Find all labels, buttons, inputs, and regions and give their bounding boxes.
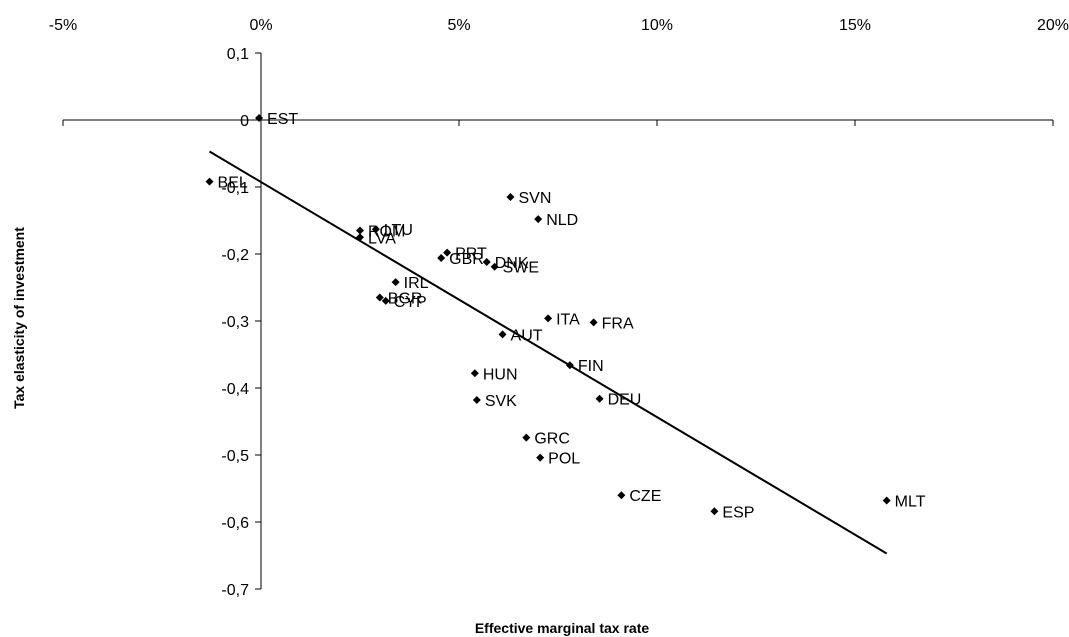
point-label-dnk: DNK — [495, 255, 529, 272]
y-tick-label: -0,1 — [221, 180, 249, 197]
data-point-fra — [589, 318, 598, 327]
data-point-svk — [472, 396, 481, 405]
data-point-bel — [205, 177, 214, 186]
point-label-deu: DEU — [608, 392, 642, 409]
trendline — [209, 150, 888, 555]
point-label-irl: IRL — [404, 275, 429, 292]
data-point-bgr — [375, 293, 384, 302]
y-axis-title: Tax elasticity of investment — [11, 227, 27, 409]
point-label-grc: GRC — [534, 431, 570, 448]
y-tick-label: -0,4 — [221, 381, 249, 398]
data-point-swe — [490, 262, 499, 271]
y-tick-labels: 0,1 0 -0,1 -0,2 -0,3 -0,4 -0,5 -0,6 -0,7 — [221, 46, 249, 599]
point-label-ltu: LTU — [384, 222, 413, 239]
x-tick-label: 5% — [447, 17, 470, 34]
data-point-irl — [391, 278, 400, 287]
y-tick-label: 0,1 — [227, 46, 249, 63]
x-tick-label: 10% — [641, 17, 673, 34]
data-point-cyp — [381, 296, 390, 305]
data-point-gbr — [437, 254, 446, 263]
data-point-cze — [617, 491, 626, 500]
data-point-hun — [470, 369, 479, 378]
data-point-mlt — [882, 496, 891, 505]
y-tick-label: -0,5 — [221, 448, 249, 465]
data-point-est — [255, 113, 264, 122]
point-label-fra: FRA — [602, 315, 634, 332]
point-label-bgr: BGR — [388, 291, 423, 308]
point-label-lva: LVA — [368, 230, 396, 247]
data-point-ita — [544, 314, 553, 323]
point-label-mlt: MLT — [895, 494, 926, 511]
y-tick-label: -0,7 — [221, 582, 249, 599]
point-label-nld: NLD — [546, 212, 578, 229]
data-point-lva — [356, 233, 364, 242]
y-tick-label: -0,6 — [221, 515, 249, 532]
point-label-bel: BEL — [218, 175, 248, 192]
x-tick-label: 20% — [1037, 17, 1069, 34]
point-label-pol: POL — [548, 451, 580, 468]
data-point-nld — [534, 215, 543, 224]
point-label-est: EST — [267, 111, 298, 128]
point-label-ita: ITA — [556, 311, 580, 328]
point-label-svk: SVK — [485, 393, 517, 410]
x-tick-label: -5% — [49, 17, 77, 34]
trendline-group — [209, 150, 888, 555]
data-point-deu — [595, 394, 604, 403]
point-label-rom: ROM — [368, 224, 405, 241]
point-label-prt: PRT — [455, 246, 487, 263]
x-axis-title: Effective marginal tax rate — [475, 620, 650, 636]
y-axis — [255, 52, 262, 590]
x-tick-labels: -5% 0% 5% 10% 15% 20% — [49, 17, 1069, 34]
point-label-aut: AUT — [511, 327, 543, 344]
data-point-dnk — [482, 258, 491, 267]
point-label-gbr: GBR — [449, 251, 484, 268]
data-point-prt — [443, 248, 452, 257]
y-tick-label: -0,3 — [221, 314, 249, 331]
y-tick-label: 0 — [240, 113, 249, 130]
x-tick-label: 0% — [249, 17, 272, 34]
data-point-svn — [506, 193, 515, 202]
data-point-rom — [356, 226, 364, 235]
point-label-svn: SVN — [518, 190, 551, 207]
point-label-esp: ESP — [722, 504, 754, 521]
x-axis — [62, 119, 1054, 126]
data-points — [205, 113, 891, 516]
point-label-cze: CZE — [629, 488, 661, 505]
point-label-hun: HUN — [483, 366, 518, 383]
y-tick-label: -0,2 — [221, 247, 249, 264]
x-tick-label: 15% — [839, 17, 871, 34]
data-point-ltu — [371, 225, 380, 234]
data-point-pol — [536, 453, 545, 462]
data-point-esp — [710, 507, 719, 516]
point-label-cyp: CYP — [394, 294, 427, 311]
point-label-fin: FIN — [578, 358, 604, 375]
point-label-swe: SWE — [503, 260, 539, 277]
data-point-fin — [565, 361, 574, 370]
data-point-grc — [522, 433, 531, 442]
data-point-aut — [498, 330, 507, 339]
